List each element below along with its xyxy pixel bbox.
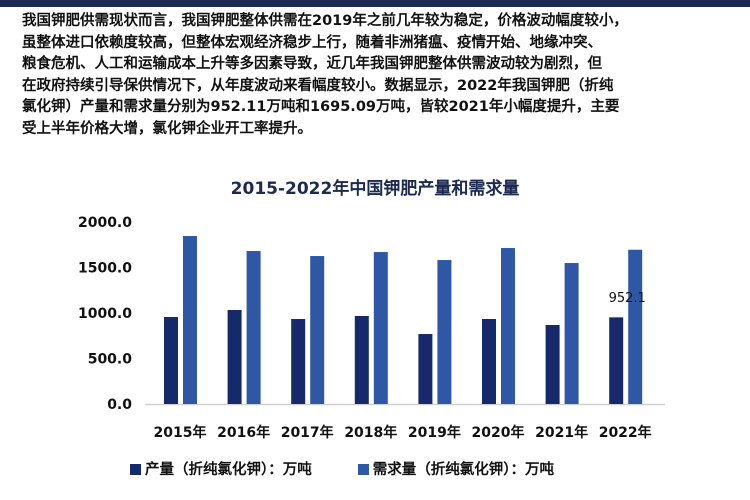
legend-label: 产量（折纯氯化钾）：万吨 <box>145 462 312 478</box>
legend-label: 需求量（折纯氯化钾）：万吨 <box>372 462 554 478</box>
bar-demand <box>183 236 197 404</box>
intro-paragraph: 我国钾肥供需现状而言，我国钾肥整体供需在2019年之前几年较为稳定，价格波动幅度… <box>22 11 737 140</box>
bar-production <box>291 319 306 404</box>
y-tick-label: 500.0 <box>88 352 133 368</box>
paragraph-line: 氯化钾）产量和需求量分别为952.11万吨和1695.09万吨，皆较2021年小… <box>22 99 620 115</box>
bar-production <box>482 319 496 404</box>
paragraph-line: 我国钾肥供需现状而言，我国钾肥整体供需在2019年之前几年较为稳定，价格波动幅度… <box>22 13 628 29</box>
bar-demand <box>564 263 579 404</box>
top-bar <box>0 0 750 7</box>
x-tick-label: 2020年 <box>472 424 525 441</box>
legend-swatch <box>130 464 141 475</box>
legend-item-production: 产量（折纯氯化钾）：万吨 <box>130 458 312 479</box>
x-tick-label: 2017年 <box>281 424 334 441</box>
bar-demand <box>373 252 388 404</box>
bar-production <box>545 325 560 404</box>
paragraph-line: 受上半年价格大增，氯化钾企业开工率提升。 <box>22 120 312 137</box>
bar-production <box>164 317 178 404</box>
bar-demand <box>246 251 261 404</box>
x-tick-label: 2018年 <box>344 424 397 441</box>
bar-production <box>354 316 369 404</box>
bar-demand <box>628 249 643 404</box>
bar-demand <box>437 260 452 404</box>
legend-item-demand: 需求量（折纯氯化钾）：万吨 <box>357 458 554 479</box>
bar-production <box>227 309 242 404</box>
y-tick-label: 1000.0 <box>78 306 132 322</box>
bar-production <box>418 334 433 404</box>
x-tick-label: 2016年 <box>217 424 270 441</box>
paragraph-line: 虽整体进口依赖度较高，但整体宏观经济稳步上行，随着非洲猪瘟、疫情开始、地缘冲突、 <box>22 34 602 51</box>
x-tick-label: 2019年 <box>408 424 461 441</box>
bar-production <box>609 317 624 404</box>
bar-demand <box>310 256 325 404</box>
paragraph-line: 粮食危机、人工和运输成本上升等多因素导致，近几年我国钾肥整体供需波动较为剧烈，但 <box>22 56 602 72</box>
chart-title: 2015-2022年中国钾肥产量和需求量 <box>230 179 520 199</box>
legend-swatch <box>357 464 369 475</box>
bar-demand <box>501 248 515 404</box>
x-tick-label: 2022年 <box>599 424 652 441</box>
x-tick-label: 2021年 <box>535 424 588 441</box>
y-tick-label: 2000.0 <box>78 215 132 231</box>
paragraph-line: 在政府持续引导保供情况下，从年度波动来看幅度较小。数据显示，2022年我国钾肥（… <box>22 77 614 94</box>
x-tick-label: 2015年 <box>154 424 207 441</box>
data-label: 952.1 <box>609 291 646 306</box>
y-tick-label: 1500.0 <box>78 261 132 277</box>
legend: 产量（折纯氯化钾）：万吨 需求量（折纯氯化钾）：万吨 <box>130 458 554 479</box>
y-tick-label: 0.0 <box>107 397 132 413</box>
